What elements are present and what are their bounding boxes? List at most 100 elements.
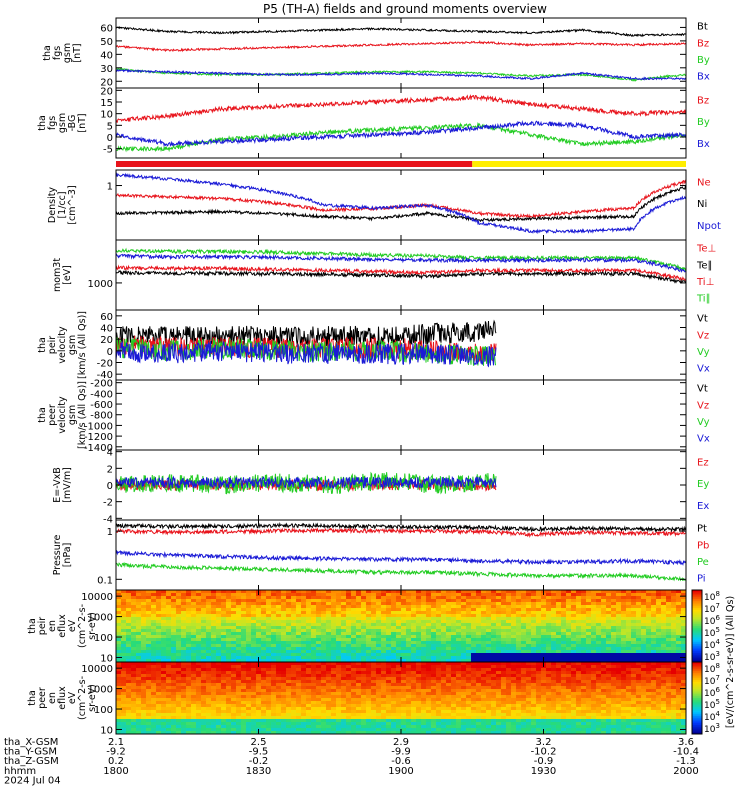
heatmap-cell — [386, 683, 392, 687]
heatmap-cell — [256, 725, 262, 729]
heatmap-cell — [516, 656, 522, 660]
heatmap-cell — [426, 731, 432, 735]
heatmap-cell — [471, 683, 477, 687]
heatmap-cell — [531, 617, 537, 621]
heatmap-cell — [551, 620, 557, 624]
heatmap-cell — [301, 719, 307, 723]
heatmap-cell — [221, 662, 227, 666]
heatmap-cell — [536, 617, 542, 621]
heatmap-cell — [271, 716, 277, 720]
heatmap-cell — [621, 644, 627, 648]
heatmap-cell — [621, 632, 627, 636]
heatmap-cell — [666, 653, 672, 657]
heatmap-cell — [326, 602, 332, 606]
heatmap-cell — [116, 722, 122, 726]
heatmap-cell — [511, 644, 517, 648]
heatmap-cell — [116, 713, 122, 717]
heatmap-cell — [171, 593, 177, 597]
heatmap-cell — [606, 593, 612, 597]
heatmap-cell — [291, 650, 297, 654]
heatmap-cell — [431, 635, 437, 639]
heatmap-cell — [391, 629, 397, 633]
heatmap-cell — [401, 602, 407, 606]
heatmap-cell — [441, 644, 447, 648]
heatmap-cell — [491, 665, 497, 669]
heatmap-cell — [276, 686, 282, 690]
y-axis-label-line: gsm — [67, 335, 78, 355]
heatmap-cell — [266, 698, 272, 702]
heatmap-cell — [536, 605, 542, 609]
heatmap-cell — [536, 656, 542, 660]
heatmap-cell — [561, 611, 567, 615]
heatmap-cell — [176, 698, 182, 702]
heatmap-cell — [516, 722, 522, 726]
heatmap-cell — [416, 665, 422, 669]
heatmap-cell — [416, 716, 422, 720]
heatmap-cell — [346, 590, 352, 594]
heatmap-cell — [381, 629, 387, 633]
heatmap-cell — [416, 596, 422, 600]
heatmap-cell — [536, 659, 542, 663]
heatmap-cell — [491, 650, 497, 654]
heatmap-cell — [181, 725, 187, 729]
heatmap-cell — [356, 641, 362, 645]
heatmap-cell — [461, 665, 467, 669]
heatmap-cell — [311, 725, 317, 729]
heatmap-cell — [471, 593, 477, 597]
heatmap-cell — [436, 641, 442, 645]
heatmap-cell — [346, 608, 352, 612]
heatmap-cell — [206, 635, 212, 639]
heatmap-cell — [631, 623, 637, 627]
heatmap-cell — [236, 731, 242, 735]
heatmap-cell — [286, 596, 292, 600]
heatmap-cell — [426, 698, 432, 702]
heatmap-cell — [421, 653, 427, 657]
heatmap-cell — [331, 716, 337, 720]
heatmap-cell — [271, 623, 277, 627]
heatmap-cell — [501, 722, 507, 726]
heatmap-cell — [576, 647, 582, 651]
heatmap-cell — [226, 722, 232, 726]
legend-vt: Vt — [697, 314, 708, 325]
heatmap-cell — [301, 611, 307, 615]
heatmap-cell — [271, 641, 277, 645]
heatmap-cell — [526, 608, 532, 612]
heatmap-cell — [256, 722, 262, 726]
heatmap-cell — [391, 719, 397, 723]
heatmap-cell — [381, 686, 387, 690]
heatmap-cell — [331, 695, 337, 699]
heatmap-cell — [416, 632, 422, 636]
heatmap-cell — [521, 647, 527, 651]
heatmap-cell — [351, 680, 357, 684]
heatmap-cell — [371, 677, 377, 681]
heatmap-cell — [391, 668, 397, 672]
heatmap-cell — [201, 731, 207, 735]
heatmap-cell — [416, 611, 422, 615]
heatmap-cell — [196, 650, 202, 654]
heatmap-cell — [166, 665, 172, 669]
heatmap-cell — [511, 716, 517, 720]
heatmap-cell — [351, 638, 357, 642]
heatmap-cell — [176, 677, 182, 681]
heatmap-cell — [411, 593, 417, 597]
heatmap-cell — [501, 632, 507, 636]
heatmap-cell — [391, 710, 397, 714]
heatmap-cell — [171, 659, 177, 663]
heatmap-cell — [281, 716, 287, 720]
heatmap-cell — [556, 626, 562, 630]
heatmap-cell — [361, 701, 367, 705]
heatmap-cell — [476, 596, 482, 600]
y-tick-label: 0 — [107, 133, 113, 144]
heatmap-cell — [146, 656, 152, 660]
heatmap-cell — [381, 596, 387, 600]
heatmap-cell — [356, 659, 362, 663]
heatmap-cell — [486, 590, 492, 594]
heatmap-cell — [411, 650, 417, 654]
heatmap-cell — [496, 596, 502, 600]
heatmap-cell — [406, 641, 412, 645]
heatmap-cell — [401, 665, 407, 669]
heatmap-cell — [346, 611, 352, 615]
heatmap-cell — [136, 593, 142, 597]
heatmap-cell — [511, 605, 517, 609]
heatmap-cell — [286, 686, 292, 690]
